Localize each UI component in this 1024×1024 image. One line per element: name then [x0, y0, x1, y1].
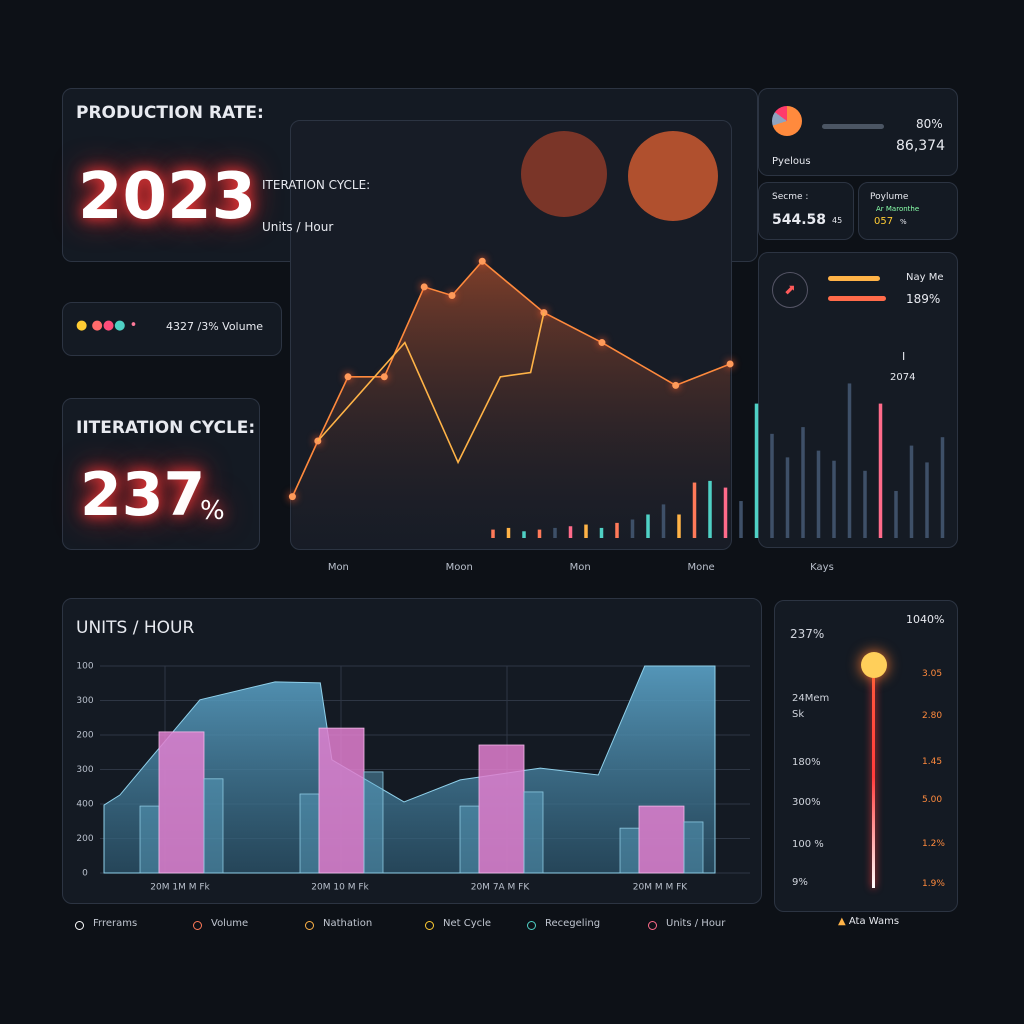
title: PRODUCTION RATE:: [76, 103, 264, 123]
gauge-right-label: 1.9%: [922, 879, 945, 889]
gauge-bar: [872, 666, 875, 888]
legend-swatch: [75, 921, 84, 930]
gauge-panel: [774, 600, 958, 912]
x-tick-label: Mone: [687, 562, 714, 573]
units-panel: [62, 598, 762, 904]
icon: [628, 131, 718, 221]
legend-swatch: [527, 921, 536, 930]
legend-swatch: [305, 921, 314, 930]
gauge-right-label: 2.80: [922, 711, 943, 721]
progress: [828, 296, 886, 301]
poylume-card: [858, 182, 958, 240]
gauge-left-label: Sk: [792, 709, 805, 720]
x-tick-label: Moon: [446, 562, 473, 573]
pill: [62, 302, 282, 356]
value: 80%: [916, 117, 943, 131]
label: Pyelous: [772, 156, 811, 167]
gauge-left-label: 180%: [792, 757, 821, 768]
mark: I: [902, 350, 906, 363]
gauge-right-label: 1.45: [922, 757, 943, 767]
legend-swatch: [648, 921, 657, 930]
label: Poylume: [870, 192, 909, 202]
trend-icon: ⬈: [772, 272, 808, 308]
value: 86,374: [896, 138, 945, 154]
gauge-right-label: 1040%: [906, 613, 945, 626]
gauge-left-label: 300%: [792, 797, 821, 808]
icon: [521, 131, 607, 217]
gauge-knob: [861, 652, 887, 678]
x-tick-label: Kays: [810, 562, 834, 573]
gauge-right-label: 1.2%: [922, 839, 945, 849]
gauge-left-label: 24Mem: [792, 693, 830, 704]
label: Ata Wams: [848, 916, 900, 927]
legend-label: Net Cycle: [443, 918, 492, 929]
label: Secme :: [772, 192, 809, 202]
bar: [739, 501, 743, 538]
legend-swatch: [425, 921, 434, 930]
iteration-panel: [62, 398, 260, 550]
gauge-legend: ▲ Ata Wams: [838, 916, 900, 927]
gauge-left-label: 100 %: [792, 839, 824, 850]
label: ITERATION CYCLE:: [262, 178, 371, 192]
unit: %: [900, 218, 907, 226]
value: 189%: [906, 292, 941, 306]
label: Nay Me: [906, 272, 944, 283]
legend-label: Volume: [211, 918, 249, 929]
label: Units / Hour: [262, 220, 334, 234]
big-value: 237: [80, 460, 206, 530]
legend-swatch: [193, 921, 202, 930]
gauge-right-label: 5.00: [922, 795, 943, 805]
donut: [772, 106, 802, 136]
label: Ar Maronthe: [876, 205, 920, 213]
legend-label: Frrerams: [93, 918, 138, 929]
value: 057: [874, 216, 894, 227]
big-value: 2023: [78, 160, 257, 234]
unit: %: [200, 496, 225, 526]
dots: ● ●●● •: [76, 318, 138, 333]
legend-label: Units / Hour: [666, 918, 726, 929]
title: IITERATION CYCLE:: [76, 418, 256, 438]
title: UNITS / HOUR: [76, 618, 195, 638]
legend-label: Recegeling: [545, 918, 601, 929]
gauge-right-label: 3.05: [922, 669, 943, 679]
gauge-left-label: 9%: [792, 877, 808, 888]
pill-text: 4327 /3% Volume: [166, 320, 264, 333]
year: 2074: [890, 372, 916, 383]
value: 544.58: [772, 212, 827, 228]
progress: [822, 124, 884, 129]
x-tick-label: Mon: [570, 562, 591, 573]
x-tick-label: Mon: [328, 562, 349, 573]
progress: [828, 276, 880, 281]
secme-card: [758, 182, 854, 240]
unit: 45: [832, 216, 843, 225]
gauge-left-label: 237%: [790, 627, 825, 641]
legend-label: Nathation: [323, 918, 373, 929]
